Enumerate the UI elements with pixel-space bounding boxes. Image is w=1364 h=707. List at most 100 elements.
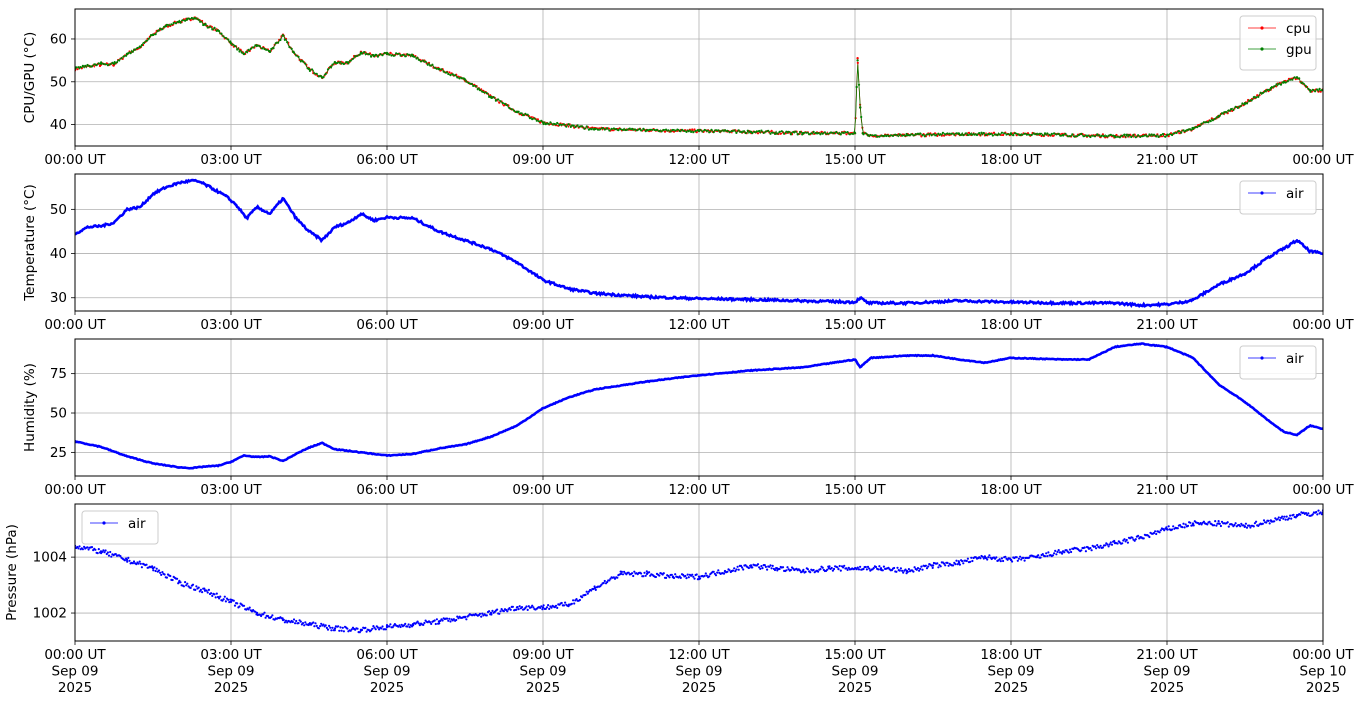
data-point <box>864 132 867 135</box>
data-point <box>573 602 576 605</box>
data-point <box>1017 557 1021 560</box>
data-point <box>856 61 859 64</box>
data-point <box>1262 519 1266 522</box>
data-point <box>770 567 773 570</box>
data-point <box>828 565 831 568</box>
x-tick-label-line: 00:00 UT <box>1292 317 1354 333</box>
data-point <box>125 54 128 57</box>
data-marker <box>203 23 207 26</box>
data-point <box>1112 134 1115 137</box>
data-point <box>893 566 896 570</box>
data-point <box>134 48 137 51</box>
data-point <box>1051 554 1055 557</box>
data-point <box>626 128 629 131</box>
data-point <box>1249 526 1252 529</box>
data-point <box>809 571 812 574</box>
data-point <box>342 630 345 633</box>
legend: air <box>1239 345 1317 380</box>
panel-3: 00:00 UT 03:00 UT 06:00 UT 09:00 UT 12:00 UT… <box>22 338 1354 498</box>
data-point <box>921 134 924 137</box>
data-point <box>925 567 929 570</box>
data-marker <box>1009 132 1013 136</box>
data-point <box>548 607 551 611</box>
data-point <box>527 605 530 608</box>
data-point <box>965 559 968 563</box>
data-point <box>263 47 266 51</box>
data-point <box>435 67 438 70</box>
data-marker <box>983 555 987 559</box>
x-tick-label-line: 03:00 UT <box>200 317 262 333</box>
data-point <box>1032 132 1035 135</box>
data-point <box>389 51 392 55</box>
data-point <box>139 562 142 565</box>
data-point <box>431 63 434 66</box>
data-point <box>109 550 112 554</box>
data-point <box>358 53 361 56</box>
data-point <box>1255 96 1258 99</box>
data-point <box>1206 523 1209 526</box>
data-point <box>291 620 294 624</box>
data-point <box>693 577 696 580</box>
data-point <box>665 576 668 580</box>
data-marker <box>164 186 168 189</box>
data-point <box>831 569 835 572</box>
data-point <box>631 127 634 130</box>
data-point <box>370 55 373 58</box>
data-marker <box>905 301 909 305</box>
data-point <box>590 128 593 131</box>
data-point <box>1215 524 1218 527</box>
x-tick-label: 18:00 UT <box>980 317 1042 333</box>
data-point <box>1198 124 1201 128</box>
data-point <box>1234 522 1237 525</box>
data-point <box>1207 121 1210 124</box>
data-point <box>962 562 965 565</box>
data-point <box>674 129 677 132</box>
data-point <box>115 61 119 64</box>
data-point <box>742 568 745 571</box>
data-point <box>213 593 216 596</box>
data-point <box>1211 119 1214 122</box>
data-point <box>506 610 509 613</box>
data-point <box>1213 524 1216 527</box>
data-point <box>106 551 109 554</box>
data-point <box>937 566 940 569</box>
data-point <box>587 590 591 593</box>
data-point <box>138 560 141 563</box>
data-point <box>733 129 736 132</box>
data-point <box>674 573 677 576</box>
data-marker <box>359 212 363 215</box>
data-point <box>1278 519 1281 522</box>
data-marker <box>1217 522 1221 525</box>
data-point <box>763 564 766 567</box>
data-point <box>679 576 682 580</box>
data-point <box>176 577 179 580</box>
x-tick-label-line: 06:00 UT <box>356 317 418 333</box>
data-point <box>1225 111 1228 114</box>
data-point <box>581 596 584 599</box>
data-point <box>955 559 958 562</box>
data-point <box>1253 522 1256 525</box>
x-tick-label: 00:00 UT Sep 09 2025 <box>44 647 106 696</box>
data-point <box>1107 134 1110 137</box>
data-point <box>1248 524 1251 527</box>
data-point <box>889 134 892 137</box>
series-air <box>75 178 1323 309</box>
data-point <box>1104 544 1107 547</box>
data-point <box>1043 132 1047 135</box>
data-marker <box>99 224 103 228</box>
data-point <box>325 626 328 630</box>
data-marker <box>294 452 298 456</box>
data-marker <box>229 460 233 463</box>
data-point <box>654 575 658 579</box>
data-point <box>1096 544 1099 547</box>
data-point <box>550 606 553 609</box>
data-point <box>503 102 507 105</box>
data-marker <box>1269 519 1273 522</box>
data-point <box>1223 111 1226 114</box>
data-point <box>969 133 972 136</box>
data-marker <box>645 129 649 132</box>
data-point <box>1039 132 1042 135</box>
data-point <box>481 90 484 93</box>
x-tick-label: 03:00 UT Sep 09 2025 <box>200 647 262 696</box>
data-marker <box>1282 430 1286 434</box>
